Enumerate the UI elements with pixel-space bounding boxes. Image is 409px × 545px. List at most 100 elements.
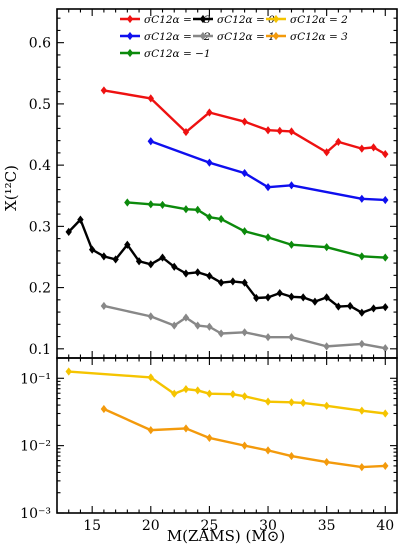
data-point — [88, 245, 96, 254]
data-point — [147, 137, 154, 146]
data-point — [206, 271, 213, 281]
legend-label: σC12α = −3 — [144, 14, 211, 26]
data-point — [346, 301, 354, 311]
data-point — [323, 243, 330, 252]
data-point — [147, 94, 154, 103]
data-point — [335, 302, 342, 311]
series-0 — [100, 86, 389, 159]
data-point — [382, 461, 389, 471]
data-point — [194, 205, 201, 214]
data-point — [159, 253, 166, 262]
data-point — [194, 268, 201, 277]
data-point — [382, 409, 389, 418]
data-point — [171, 321, 178, 330]
legend: σC12α = −3 σC12α = −2 σC12α = −1 σC12α = 0 σ… — [120, 14, 348, 60]
data-point — [253, 293, 260, 303]
data-point — [135, 257, 143, 266]
data-point — [323, 148, 330, 157]
data-point — [241, 169, 248, 178]
data-point — [159, 200, 166, 210]
series-4 — [100, 301, 389, 353]
data-point — [241, 227, 248, 236]
data-point — [264, 183, 272, 192]
series-line — [103, 304, 386, 350]
data-point — [241, 328, 248, 337]
data-point — [288, 333, 295, 342]
data-point — [288, 181, 295, 190]
data-point — [264, 233, 272, 242]
data-point — [323, 457, 330, 467]
series-2 — [124, 198, 389, 262]
data-point — [229, 277, 237, 286]
legend-label: σC12α = 1 — [217, 31, 275, 43]
legend-marker — [126, 31, 134, 41]
data-point — [206, 433, 213, 443]
legend-label: σC12α = 0 — [217, 14, 275, 26]
data-point — [112, 255, 119, 264]
data-point — [382, 195, 389, 205]
y-tick-label: 0.6 — [29, 36, 51, 52]
series-3 — [65, 215, 389, 317]
y-tick-label: 10⁻² — [20, 439, 51, 455]
y-tick-label: 10⁻³ — [20, 506, 51, 522]
data-point — [288, 240, 295, 249]
data-point — [323, 342, 330, 351]
data-point — [206, 108, 213, 117]
y-tick-label: 0.2 — [29, 281, 51, 297]
data-point — [288, 127, 295, 136]
data-point — [100, 301, 108, 311]
data-point — [288, 451, 295, 461]
data-point — [382, 344, 389, 353]
series-line — [127, 201, 386, 259]
series-line — [68, 370, 386, 415]
data-point — [147, 260, 154, 269]
legend-label: σC12α = 3 — [290, 31, 348, 43]
data-point — [241, 117, 248, 126]
data-point — [264, 126, 272, 135]
data-point — [241, 278, 248, 287]
data-point — [182, 424, 190, 433]
data-point — [241, 392, 248, 401]
series-5 — [65, 367, 389, 418]
x-tick-label: 30 — [259, 518, 277, 534]
data-point — [100, 404, 108, 414]
legend-marker — [272, 14, 280, 24]
data-point — [217, 329, 225, 338]
data-point — [300, 293, 307, 302]
data-point — [264, 397, 272, 406]
data-point — [206, 213, 213, 222]
x-tick-label: 20 — [142, 518, 160, 534]
data-point — [206, 389, 213, 398]
legend-item: σC12α = 0 — [193, 14, 275, 26]
data-point — [276, 126, 283, 135]
data-point — [382, 303, 389, 312]
data-point — [206, 322, 213, 331]
legend-marker — [199, 31, 207, 41]
data-point — [264, 446, 272, 455]
legend-item: σC12α = 2 — [266, 14, 348, 26]
y-tick-label: 0.4 — [29, 158, 51, 174]
legend-marker — [126, 48, 134, 58]
legend-item: σC12α = −3 — [120, 14, 211, 26]
y-tick-label: 0.1 — [29, 342, 51, 358]
top-panel: 0.1 0.2 0.3 0.4 0.5 0.6 — [29, 8, 398, 359]
legend-marker — [199, 14, 207, 24]
series-6 — [100, 404, 389, 472]
data-point — [217, 214, 225, 224]
data-point — [358, 463, 366, 472]
data-point — [300, 398, 307, 408]
series-line — [67, 218, 386, 314]
data-point — [100, 252, 108, 261]
data-point — [182, 205, 190, 214]
data-point — [370, 304, 377, 313]
data-point — [311, 297, 319, 306]
plot-frame — [56, 357, 398, 514]
series-line — [103, 407, 386, 469]
legend-item: σC12α = −2 — [120, 31, 211, 43]
data-point — [358, 339, 366, 349]
legend-item: σC12α = 1 — [193, 31, 275, 43]
data-point — [217, 278, 225, 287]
x-tick-label: 35 — [318, 518, 336, 534]
data-point — [358, 406, 366, 415]
